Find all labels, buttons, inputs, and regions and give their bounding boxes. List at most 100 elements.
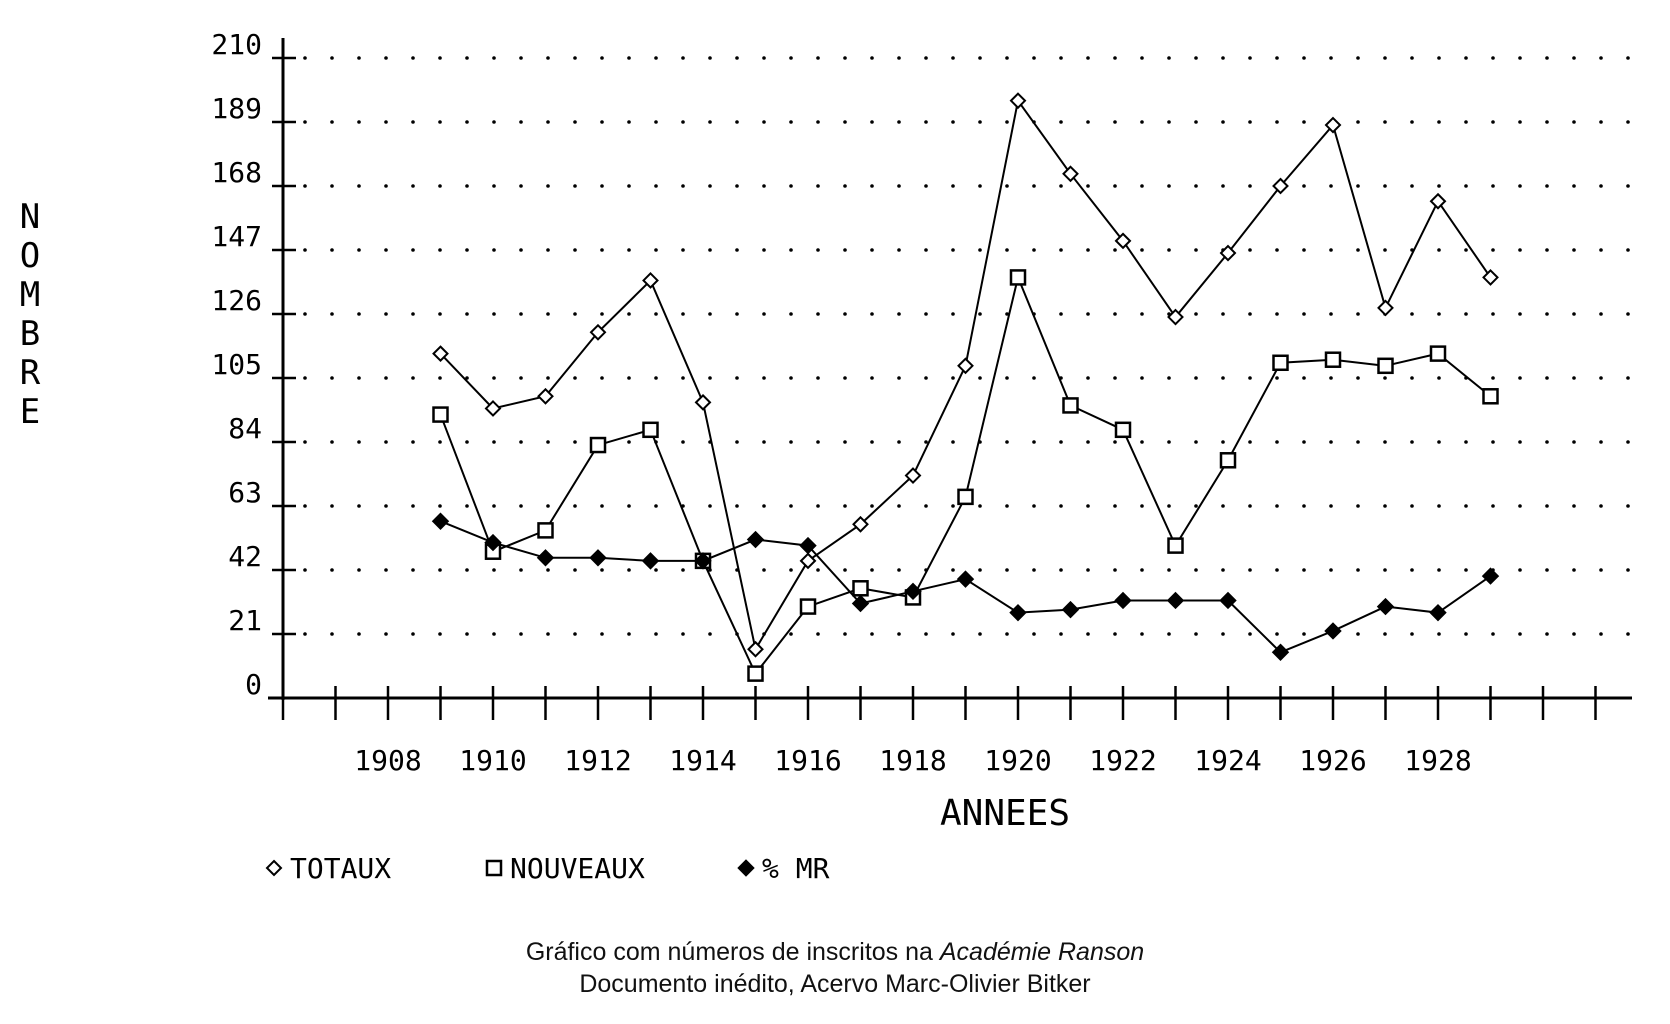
grid-dot — [1572, 440, 1576, 444]
grid-dot — [1491, 312, 1495, 316]
grid-dot — [1437, 312, 1441, 316]
grid-dot — [384, 632, 388, 636]
grid-dot — [1572, 504, 1576, 508]
grid-dot — [654, 376, 658, 380]
grid-dot — [789, 120, 793, 124]
x-tick-label: 1920 — [984, 744, 1051, 777]
grid-dot — [330, 248, 334, 252]
grid-dot — [951, 312, 955, 316]
grid-dot — [1194, 376, 1198, 380]
data-point — [1062, 165, 1079, 183]
grid-dot — [1491, 440, 1495, 444]
grid-dot — [438, 248, 442, 252]
grid-dot — [1572, 248, 1576, 252]
grid-dot — [978, 568, 982, 572]
grid-dot — [1356, 248, 1360, 252]
grid-dot — [1167, 120, 1171, 124]
grid-dot — [951, 248, 955, 252]
grid-dot — [1005, 184, 1009, 188]
grid-dot — [1383, 504, 1387, 508]
grid-dot — [330, 184, 334, 188]
grid-dot — [330, 440, 334, 444]
grid-dot — [1086, 376, 1090, 380]
grid-dot — [1032, 632, 1036, 636]
grid-dot — [1167, 632, 1171, 636]
grid-dot — [1464, 440, 1468, 444]
grid-dot — [1437, 632, 1441, 636]
grid-dot — [1167, 568, 1171, 572]
grid-dot — [1275, 312, 1279, 316]
grid-dot — [816, 312, 820, 316]
grid-dot — [789, 376, 793, 380]
grid-dot — [1140, 504, 1144, 508]
grid-dot — [1221, 312, 1225, 316]
grid-dot — [1086, 184, 1090, 188]
grid-dot — [1329, 312, 1333, 316]
grid-dot — [1626, 120, 1630, 124]
grid-dot — [1032, 568, 1036, 572]
grid-dot — [951, 184, 955, 188]
grid-dot — [384, 120, 388, 124]
grid-dot — [924, 376, 928, 380]
grid-dot — [303, 312, 307, 316]
grid-dot — [870, 632, 874, 636]
x-tick-label: 1918 — [879, 744, 946, 777]
grid-dot — [1140, 56, 1144, 60]
grid-dot — [762, 376, 766, 380]
grid-dot — [1572, 184, 1576, 188]
grid-dot — [1545, 440, 1549, 444]
grid-dot — [519, 440, 523, 444]
grid-dot — [627, 120, 631, 124]
data-point — [1009, 269, 1027, 286]
data-point — [746, 530, 765, 549]
legend-label: % MR — [762, 852, 830, 885]
grid-dot — [1626, 504, 1630, 508]
grid-dot — [816, 248, 820, 252]
grid-dot — [735, 56, 739, 60]
grid-dot — [897, 184, 901, 188]
data-point — [852, 580, 869, 597]
data-point — [1324, 622, 1342, 640]
grid-dot — [789, 56, 793, 60]
data-point — [1009, 603, 1027, 622]
grid-dot — [897, 312, 901, 316]
data-point — [1166, 591, 1185, 610]
grid-dot — [411, 312, 415, 316]
y-axis-label-letter: B — [20, 314, 40, 354]
grid-dot — [1356, 376, 1360, 380]
grid-dot — [1518, 440, 1522, 444]
grid-dot — [303, 184, 307, 188]
legend-marker — [737, 859, 755, 877]
grid-dot — [1491, 504, 1495, 508]
grid-dot — [330, 120, 334, 124]
grid-dot — [654, 568, 658, 572]
x-tick-label: 1928 — [1404, 744, 1471, 777]
caption-institution: Académie Ranson — [939, 938, 1145, 966]
data-point — [642, 421, 659, 439]
grid-dot — [1410, 568, 1414, 572]
grid-dot — [816, 56, 820, 60]
grid-dot — [1194, 632, 1198, 636]
grid-dot — [1167, 184, 1171, 188]
y-tick-label: 21 — [228, 604, 262, 637]
grid-dot — [303, 248, 307, 252]
grid-dot — [681, 184, 685, 188]
grid-dot — [438, 120, 442, 124]
grid-dot — [870, 376, 874, 380]
grid-dots — [303, 56, 1630, 636]
data-point — [956, 570, 975, 588]
grid-dot — [816, 376, 820, 380]
grid-dot — [546, 312, 550, 316]
grid-dot — [1383, 440, 1387, 444]
grid-dot — [1194, 312, 1198, 316]
grid-dot — [1383, 120, 1387, 124]
grid-dot — [1302, 440, 1306, 444]
grid-dot — [357, 312, 361, 316]
grid-dot — [357, 568, 361, 572]
grid-dot — [384, 56, 388, 60]
grid-dot — [1356, 440, 1360, 444]
y-axis-label-letter: E — [20, 392, 40, 432]
grid-dot — [1410, 632, 1414, 636]
grid-dot — [357, 376, 361, 380]
